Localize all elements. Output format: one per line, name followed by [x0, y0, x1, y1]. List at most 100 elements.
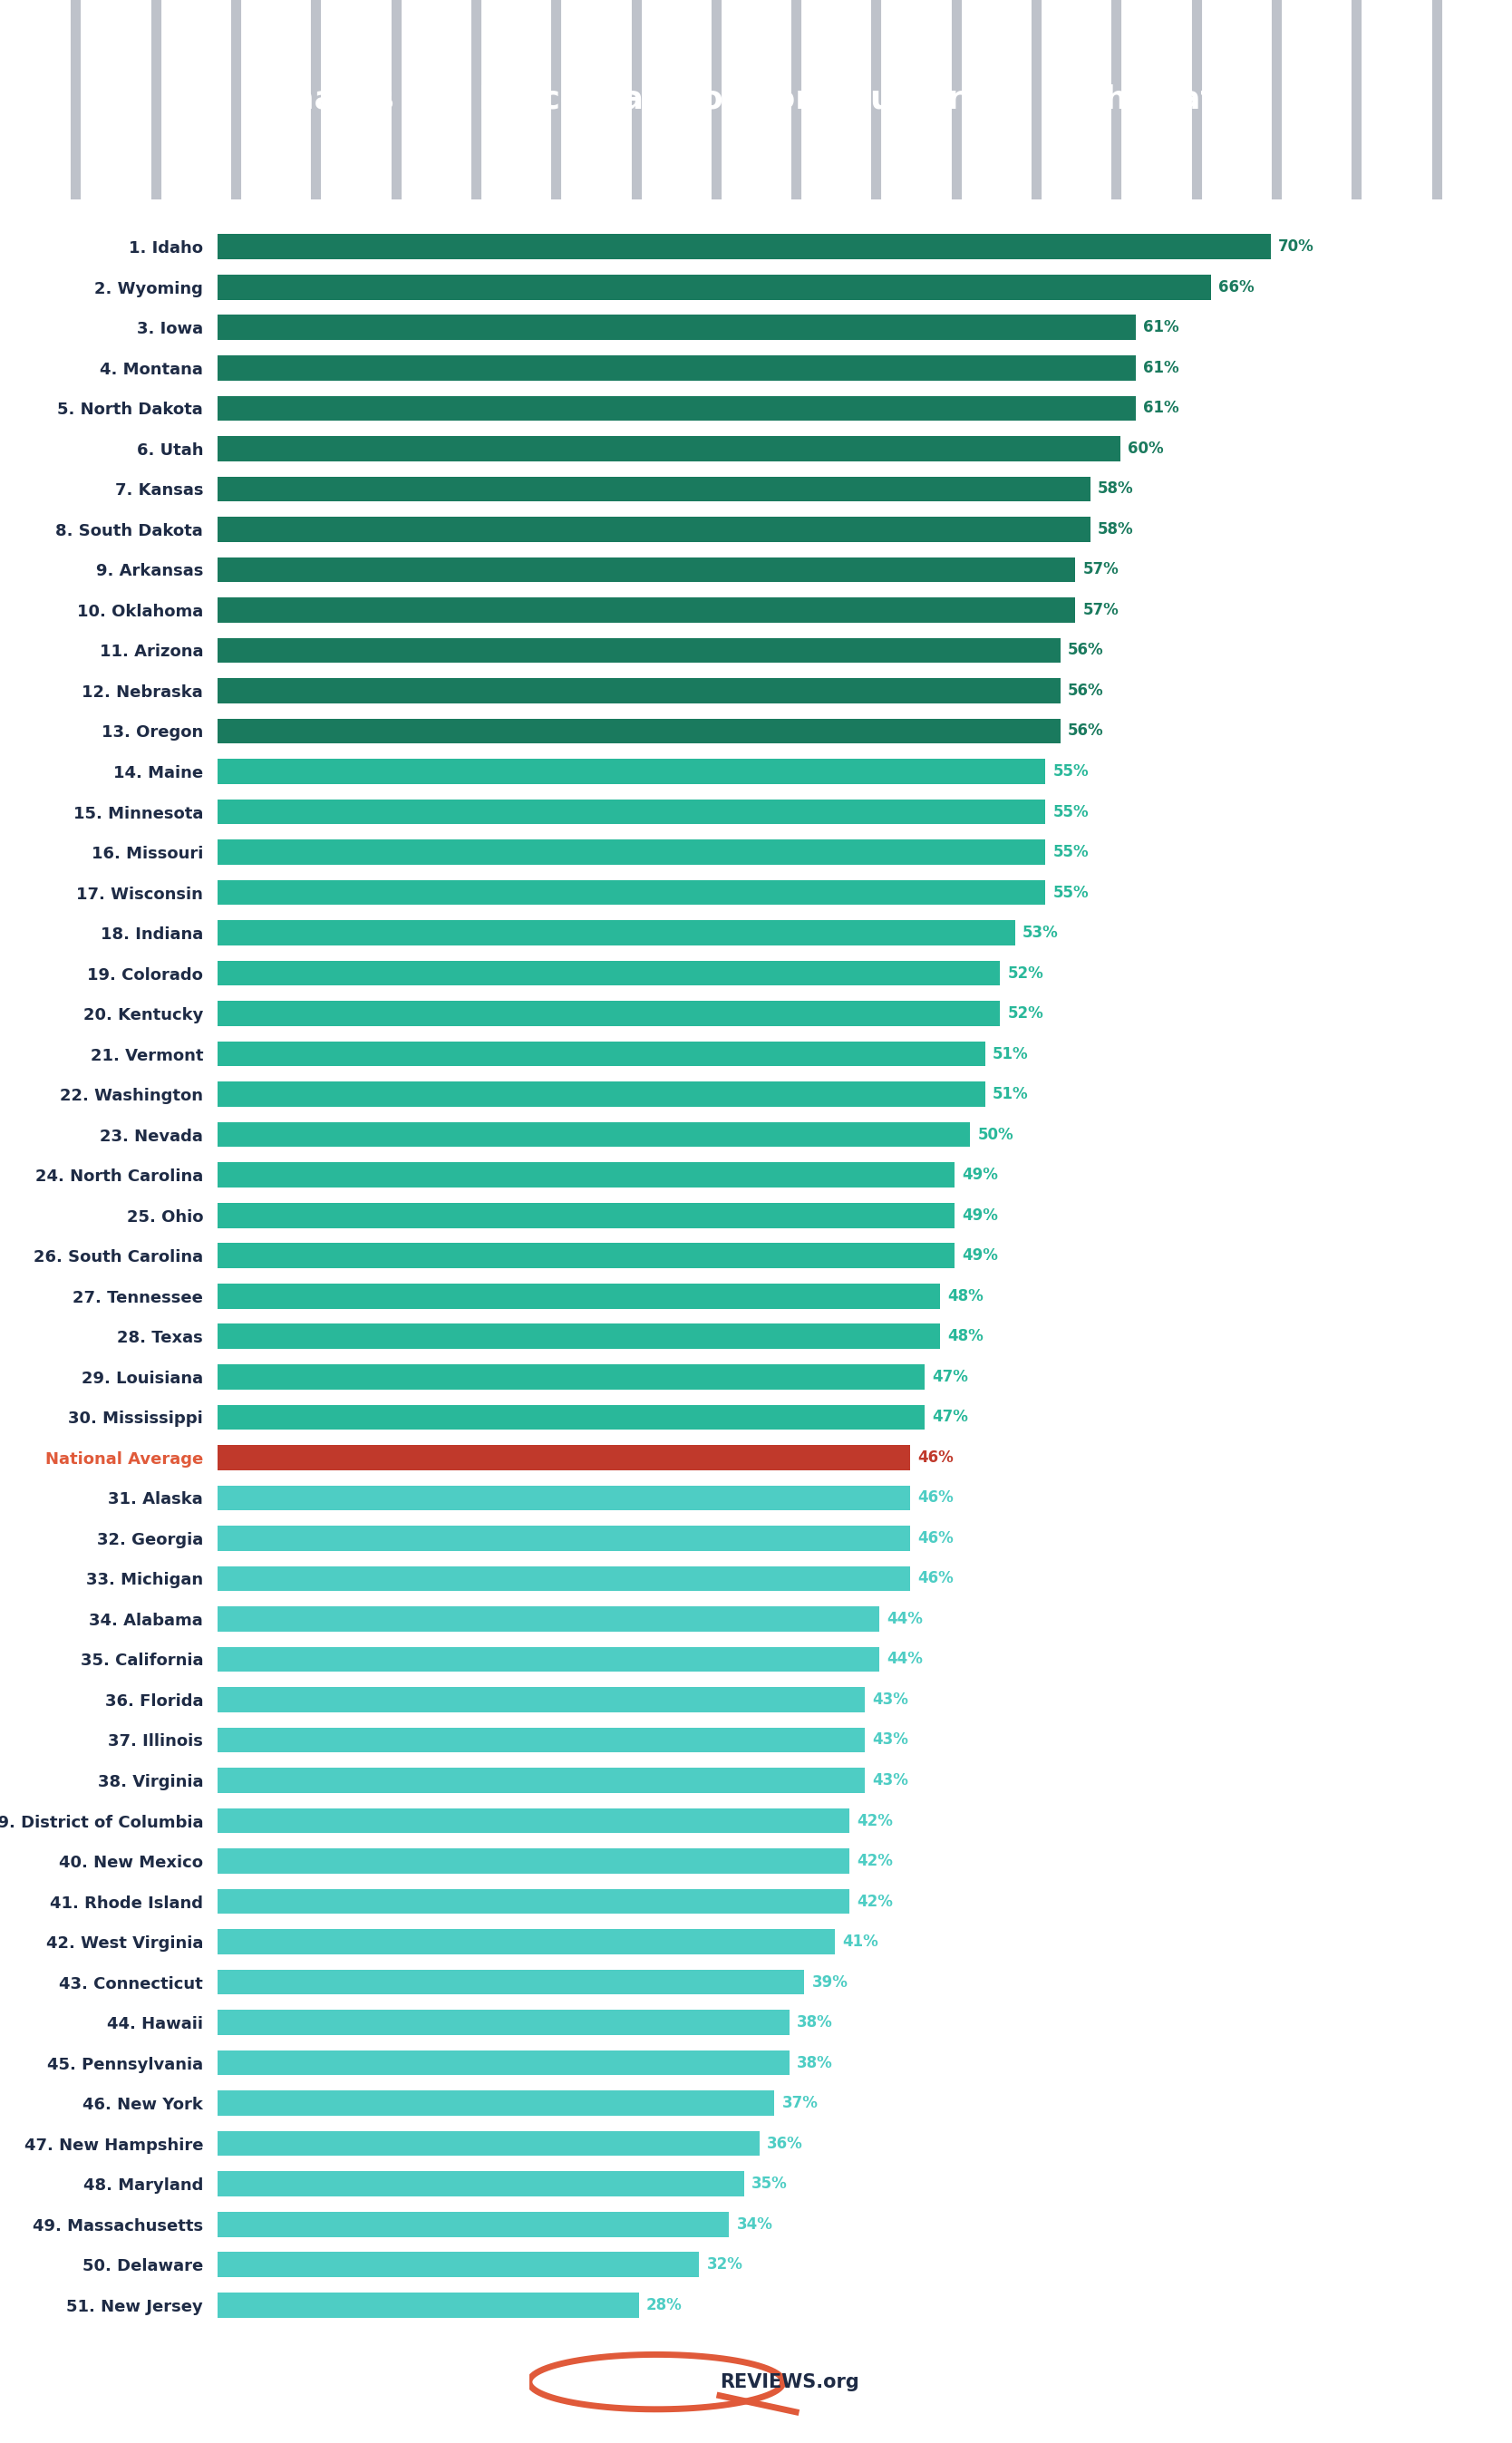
Bar	[218, 435, 1120, 462]
Bar	[218, 1969, 804, 1993]
Bar	[218, 1527, 910, 1551]
Text: 58%: 58%	[1098, 520, 1134, 537]
Bar	[218, 1566, 910, 1590]
Text: 48%: 48%	[948, 1287, 983, 1305]
Text: 42%: 42%	[857, 1852, 894, 1869]
Text: 36%: 36%	[767, 2135, 803, 2152]
Text: 56%: 56%	[1067, 723, 1104, 740]
Bar	[218, 2211, 729, 2238]
Text: 41%: 41%	[842, 1932, 878, 1950]
Bar	[218, 274, 1211, 300]
Text: 55%: 55%	[1052, 762, 1089, 779]
Text: 49%: 49%	[963, 1207, 998, 1224]
Bar	[218, 760, 1045, 784]
Bar	[218, 1002, 999, 1026]
Bar	[218, 2130, 759, 2157]
Text: 46%: 46%	[918, 1571, 953, 1586]
Bar	[218, 879, 1045, 904]
Bar	[218, 235, 1272, 259]
Text: 60%: 60%	[1128, 440, 1164, 457]
Text: 53%: 53%	[1022, 926, 1058, 941]
Text: 44%: 44%	[888, 1651, 924, 1669]
Text: 47%: 47%	[933, 1368, 969, 1385]
Bar	[218, 1324, 940, 1349]
Bar	[218, 1444, 910, 1471]
Text: 28%: 28%	[647, 2296, 682, 2314]
Bar	[218, 2091, 774, 2116]
Bar	[218, 718, 1060, 743]
Bar	[218, 1041, 984, 1068]
Text: 51%: 51%	[992, 1087, 1028, 1102]
Text: 34%: 34%	[736, 2216, 773, 2233]
Bar	[218, 2011, 789, 2035]
Bar	[218, 2172, 744, 2196]
Bar	[218, 960, 999, 985]
Bar	[218, 1163, 956, 1187]
Bar	[218, 1363, 925, 1390]
Bar	[218, 1727, 865, 1752]
Bar	[218, 1082, 984, 1107]
Bar	[218, 799, 1045, 823]
Text: REVIEWS.org: REVIEWS.org	[720, 2372, 859, 2392]
Text: 37%: 37%	[782, 2096, 818, 2111]
Text: 58%: 58%	[1098, 481, 1134, 496]
Bar	[218, 1607, 880, 1632]
Bar	[218, 1888, 850, 1913]
Bar	[218, 1930, 835, 1954]
Text: 46%: 46%	[918, 1449, 953, 1466]
Bar	[218, 1688, 865, 1713]
Bar	[218, 840, 1045, 865]
Text: 50%: 50%	[977, 1126, 1013, 1143]
Bar	[218, 1647, 880, 1671]
Text: 35%: 35%	[751, 2177, 788, 2191]
Bar	[218, 1202, 956, 1229]
Bar	[218, 557, 1075, 581]
Text: 51%: 51%	[992, 1046, 1028, 1063]
Text: 57%: 57%	[1083, 562, 1119, 579]
Bar	[218, 1243, 956, 1268]
Text: 43%: 43%	[872, 1691, 909, 1708]
Text: 61%: 61%	[1143, 320, 1179, 335]
Bar	[218, 354, 1136, 381]
Text: 66%: 66%	[1219, 279, 1253, 296]
Bar	[218, 679, 1060, 704]
Bar	[218, 396, 1136, 420]
Text: 70%: 70%	[1279, 239, 1314, 254]
Bar	[218, 1849, 850, 1874]
Text: 55%: 55%	[1052, 843, 1089, 860]
Text: 55%: 55%	[1052, 804, 1089, 821]
Bar	[218, 2292, 640, 2318]
Text: 48%: 48%	[948, 1329, 983, 1344]
Bar	[218, 2050, 789, 2077]
Text: 46%: 46%	[918, 1529, 953, 1546]
Text: 52%: 52%	[1007, 1007, 1043, 1021]
Text: 56%: 56%	[1067, 643, 1104, 660]
Bar	[218, 1808, 850, 1832]
Text: 43%: 43%	[872, 1732, 909, 1749]
Bar	[218, 476, 1090, 501]
Bar	[218, 599, 1075, 623]
Text: 39%: 39%	[812, 1974, 848, 1991]
Bar	[218, 1405, 925, 1429]
Bar	[218, 1769, 865, 1793]
Text: 56%: 56%	[1067, 682, 1104, 699]
Text: 55%: 55%	[1052, 884, 1089, 901]
Text: 38%: 38%	[797, 2055, 833, 2072]
Bar	[218, 2252, 699, 2277]
Bar	[218, 638, 1060, 662]
Text: 42%: 42%	[857, 1813, 894, 1830]
Text: 61%: 61%	[1143, 401, 1179, 415]
Text: 57%: 57%	[1083, 601, 1119, 618]
Bar	[218, 1283, 940, 1309]
Text: 43%: 43%	[872, 1771, 909, 1788]
Bar	[218, 315, 1136, 340]
Bar	[218, 921, 1015, 945]
Bar	[218, 518, 1090, 542]
Text: 47%: 47%	[933, 1410, 969, 1424]
Text: 44%: 44%	[888, 1610, 924, 1627]
Text: 52%: 52%	[1007, 965, 1043, 982]
Text: 32%: 32%	[706, 2257, 742, 2272]
Text: 61%: 61%	[1143, 359, 1179, 376]
Text: 46%: 46%	[918, 1490, 953, 1505]
Text: What is the Percentage of Cord Cutters in Each State?: What is the Percentage of Cord Cutters i…	[254, 86, 1258, 115]
